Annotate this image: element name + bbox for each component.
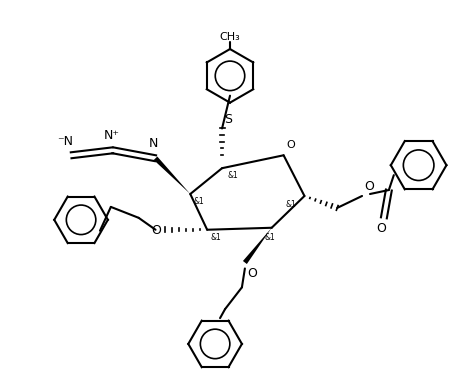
Text: O: O: [247, 267, 257, 281]
Text: ⁻N: ⁻N: [57, 135, 73, 148]
Text: &1: &1: [227, 171, 238, 180]
Text: O: O: [151, 224, 162, 237]
Text: O: O: [286, 140, 295, 150]
Text: N⁺: N⁺: [104, 129, 120, 142]
Polygon shape: [243, 228, 272, 264]
Text: O: O: [376, 222, 386, 235]
Text: O: O: [364, 180, 374, 193]
Text: CH₃: CH₃: [219, 32, 241, 42]
Polygon shape: [154, 156, 190, 194]
Text: S: S: [224, 113, 232, 126]
Text: &1: &1: [264, 233, 275, 242]
Text: &1: &1: [286, 200, 297, 209]
Text: &1: &1: [193, 197, 204, 206]
Text: N: N: [149, 137, 158, 150]
Text: &1: &1: [210, 233, 221, 242]
